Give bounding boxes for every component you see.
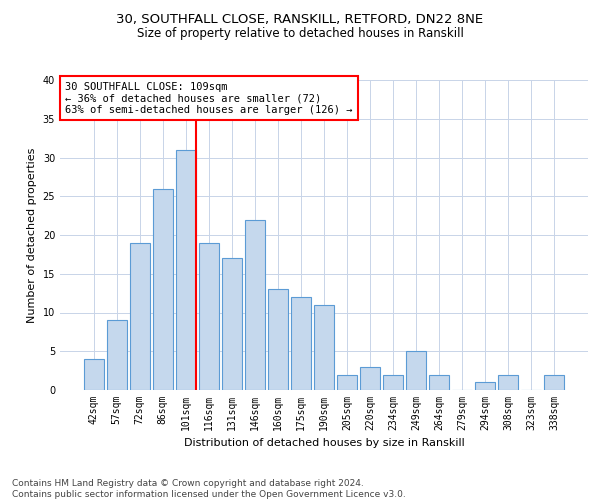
X-axis label: Distribution of detached houses by size in Ranskill: Distribution of detached houses by size …	[184, 438, 464, 448]
Text: 30 SOUTHFALL CLOSE: 109sqm
← 36% of detached houses are smaller (72)
63% of semi: 30 SOUTHFALL CLOSE: 109sqm ← 36% of deta…	[65, 82, 353, 115]
Bar	[153, 188, 173, 390]
Bar	[383, 374, 403, 390]
Bar	[544, 374, 564, 390]
Bar	[360, 367, 380, 390]
Bar	[84, 359, 104, 390]
Text: 30, SOUTHFALL CLOSE, RANSKILL, RETFORD, DN22 8NE: 30, SOUTHFALL CLOSE, RANSKILL, RETFORD, …	[116, 12, 484, 26]
Bar	[314, 304, 334, 390]
Bar	[130, 243, 149, 390]
Bar	[268, 289, 288, 390]
Bar	[199, 243, 218, 390]
Text: Contains public sector information licensed under the Open Government Licence v3: Contains public sector information licen…	[12, 490, 406, 499]
Bar	[430, 374, 449, 390]
Bar	[337, 374, 357, 390]
Y-axis label: Number of detached properties: Number of detached properties	[27, 148, 37, 322]
Bar	[406, 351, 426, 390]
Bar	[499, 374, 518, 390]
Text: Size of property relative to detached houses in Ranskill: Size of property relative to detached ho…	[137, 28, 463, 40]
Bar	[222, 258, 242, 390]
Bar	[475, 382, 495, 390]
Text: Contains HM Land Registry data © Crown copyright and database right 2024.: Contains HM Land Registry data © Crown c…	[12, 478, 364, 488]
Bar	[291, 297, 311, 390]
Bar	[245, 220, 265, 390]
Bar	[176, 150, 196, 390]
Bar	[107, 320, 127, 390]
